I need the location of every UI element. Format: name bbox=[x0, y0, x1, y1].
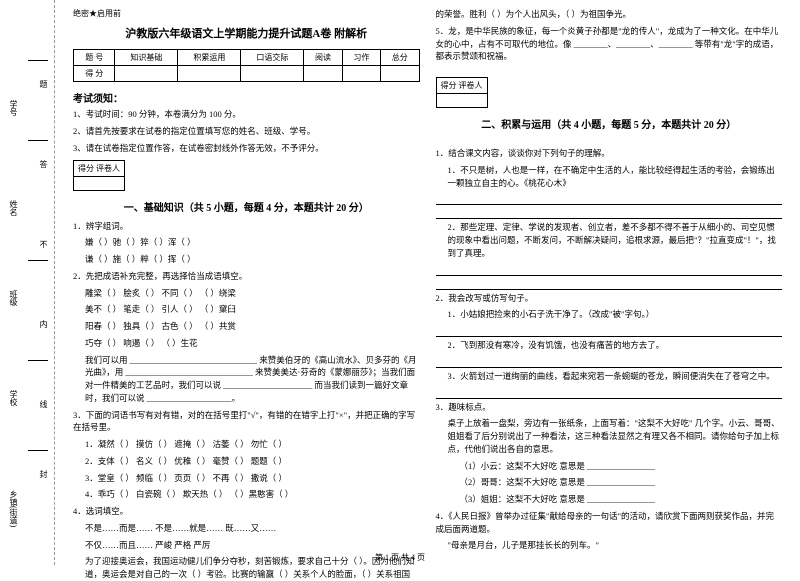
notice-item: 2、请首先按要求在试卷的指定位置填写您的姓名、班级、学号。 bbox=[73, 126, 420, 138]
q4-row: 不是……而是…… 不是……就是…… 既……又…… bbox=[85, 522, 420, 535]
q3-row: 1．凝然（ ） 摸仿（ ） 遮掩（ ） 沽萎（ ） 勿忙（ ） bbox=[85, 438, 420, 451]
s2q4-quote: "母亲是月台，儿子是那挂长长的列车。" bbox=[448, 539, 783, 552]
q1-row: 嫌（ ）驰（ ）猝（ ）浑（ ） bbox=[85, 236, 420, 249]
th-s1: 知识基础 bbox=[115, 50, 178, 66]
q2-row: 美不（ ） 笔走（ ） 引人（ ） （ ）窠臼 bbox=[85, 303, 420, 316]
q2-row: 雕梁（ ） 脍炙（ ） 不同（ ） （ ）绕梁 bbox=[85, 287, 420, 300]
s2q3-text: 桌子上放着一盘梨，旁边有一张纸条，上面写着："这梨不大好吃" 几个字。小云、哥哥… bbox=[448, 417, 783, 455]
notice-title: 考试须知： bbox=[73, 90, 420, 105]
s2q3-row: （3）姐姐：这梨不大好吃 意思是 ________________ bbox=[460, 493, 783, 506]
margin-label: 学号 bbox=[8, 100, 19, 116]
s2q2-sub: 2．飞到那没有寒冷，没有饥饿，也没有痛苦的地方去了。 bbox=[448, 339, 783, 352]
q4-cont: 的荣誉。胜利（ ）为个人出风头，（ ）为祖国争光。 bbox=[436, 8, 783, 21]
confidential-header: 绝密★启用前 bbox=[73, 8, 420, 19]
s2q1: 1．结合课文内容，谈谈你对下列句子的理解。 bbox=[436, 147, 783, 160]
left-column: 绝密★启用前 沪教版六年级语文上学期能力提升试题A卷 附解析 题 号 知识基础 … bbox=[65, 8, 428, 565]
q2: 2．先把成语补充完整，再选择恰当成语填空。 bbox=[73, 270, 420, 283]
answer-line bbox=[436, 356, 783, 368]
q2-row: 巧夺（ ） 响遏（ ） （ ）生花 bbox=[85, 337, 420, 350]
th-s2: 积累运用 bbox=[178, 50, 241, 66]
answer-line bbox=[436, 387, 783, 399]
q3: 3．下面的词语书写有对有错，对的在括号里打"√"，有错的在错字上打"×"，并把正… bbox=[73, 409, 420, 435]
q3-row: 3．堂皇（ ） 频临（ ） 页页（ ） 不再（ ） 撒说（ ） bbox=[85, 472, 420, 485]
seal-mark: 不 bbox=[38, 240, 49, 248]
th-total: 总分 bbox=[381, 50, 419, 66]
q4-row: 不仅……而且…… 严峻 严格 严厉 bbox=[85, 539, 420, 552]
section1-title: 一、基础知识（共 5 小题，每题 4 分，本题共计 20 分） bbox=[73, 199, 420, 214]
seal-mark: 答 bbox=[38, 160, 49, 168]
q1-row: 谦（ ）施（ ）粹（ ）挥（ ） bbox=[85, 253, 420, 266]
margin-label: 姓名 bbox=[8, 200, 19, 216]
page-footer: 第 1 页 共 4 页 bbox=[0, 552, 800, 563]
section-score-box: 得分 评卷人 bbox=[436, 77, 488, 108]
exam-title: 沪教版六年级语文上学期能力提升试题A卷 附解析 bbox=[73, 25, 420, 41]
answer-line bbox=[436, 264, 783, 276]
margin-label: 班级 bbox=[8, 290, 19, 306]
q1: 1．辨字组词。 bbox=[73, 220, 420, 233]
td-score: 得 分 bbox=[74, 66, 115, 82]
binding-margin: 乡镇(街道) 学校 班级 姓名 学号 封 线 内 不 答 题 bbox=[0, 0, 55, 565]
th-s4: 阅读 bbox=[304, 50, 342, 66]
seal-mark: 内 bbox=[38, 320, 49, 328]
section-score-box: 得分 评卷人 bbox=[73, 160, 125, 191]
margin-label: 学校 bbox=[8, 390, 19, 406]
answer-line bbox=[436, 207, 783, 219]
q4: 4．选词填空。 bbox=[73, 505, 420, 518]
q3-row: 2．支体（ ） 名义（ ） 优稚（ ） 毫赞（ ） 题题（ ） bbox=[85, 455, 420, 468]
q2-row: 阳春（ ） 独具（ ） 古色（ ） （ ）共赏 bbox=[85, 320, 420, 333]
seal-mark: 题 bbox=[38, 80, 49, 88]
seal-mark: 封 bbox=[38, 470, 49, 478]
th-s3: 口语交际 bbox=[241, 50, 304, 66]
s2q2: 2．我会改写或仿写句子。 bbox=[436, 292, 783, 305]
q3-row: 4．乖巧（ ） 白瓷碗（ ） 欺天热（ ） （ ）黑憨害（ ） bbox=[85, 488, 420, 501]
s2q1-sub: 1．不只是树，人也是一样，在不确定中生活的人，能比较经得起生活的考验，会锻练出一… bbox=[448, 164, 783, 190]
right-column: 的荣誉。胜利（ ）为个人出风头，（ ）为祖国争光。 5．龙，是中华民族的象征，每… bbox=[428, 8, 791, 565]
s2q2-sub: 3．火箭划过一道绚丽的曲线，看起来宛若一条蜿蜒的苍龙，瞬间便消失在了苍穹之中。 bbox=[448, 370, 783, 383]
notice-item: 1、考试时间：90 分钟，本卷满分为 100 分。 bbox=[73, 109, 420, 121]
section2-title: 二、积累与运用（共 4 小题，每题 5 分，本题共计 20 分） bbox=[436, 116, 783, 131]
notice-item: 3、请在试卷指定位置作答，在试卷密封线外作答无效，不予评分。 bbox=[73, 143, 420, 155]
s2q2-sub: 1．小姑娘把捡来的小石子洗干净了。（改成"被"字句。） bbox=[448, 308, 783, 321]
q5: 5．龙，是中华民族的象征，每一个炎黄子孙都是"龙的传人"，龙成为了一种文化。在中… bbox=[436, 25, 783, 63]
s2q3: 3．趣味标点。 bbox=[436, 401, 783, 414]
content-area: 绝密★启用前 沪教版六年级语文上学期能力提升试题A卷 附解析 题 号 知识基础 … bbox=[55, 0, 800, 565]
th-num: 题 号 bbox=[74, 50, 115, 66]
q2-text: 我们可以用 ______________________________ 来赞美… bbox=[85, 354, 420, 405]
s2q1-sub: 2．那些定理、定律、学说的发现者、创立者，差不多都不得不善于从细小的、司空见惯的… bbox=[448, 221, 783, 259]
th-s5: 习作 bbox=[342, 50, 380, 66]
seal-mark: 线 bbox=[38, 400, 49, 408]
s2q3-row: （2）哥哥：这梨不大好吃 意思是 ________________ bbox=[460, 476, 783, 489]
margin-label: 乡镇(街道) bbox=[8, 490, 19, 527]
answer-line bbox=[436, 278, 783, 290]
answer-line bbox=[436, 325, 783, 337]
score-table: 题 号 知识基础 积累运用 口语交际 阅读 习作 总分 得 分 bbox=[73, 49, 420, 82]
answer-line bbox=[436, 193, 783, 205]
s2q3-row: （1）小云：这梨不大好吃 意思是 ________________ bbox=[460, 460, 783, 473]
s2q4: 4．《人民日报》曾举办过征集"献给母亲的一句话"的活动，请欣赏下面两则获奖作品，… bbox=[436, 510, 783, 536]
